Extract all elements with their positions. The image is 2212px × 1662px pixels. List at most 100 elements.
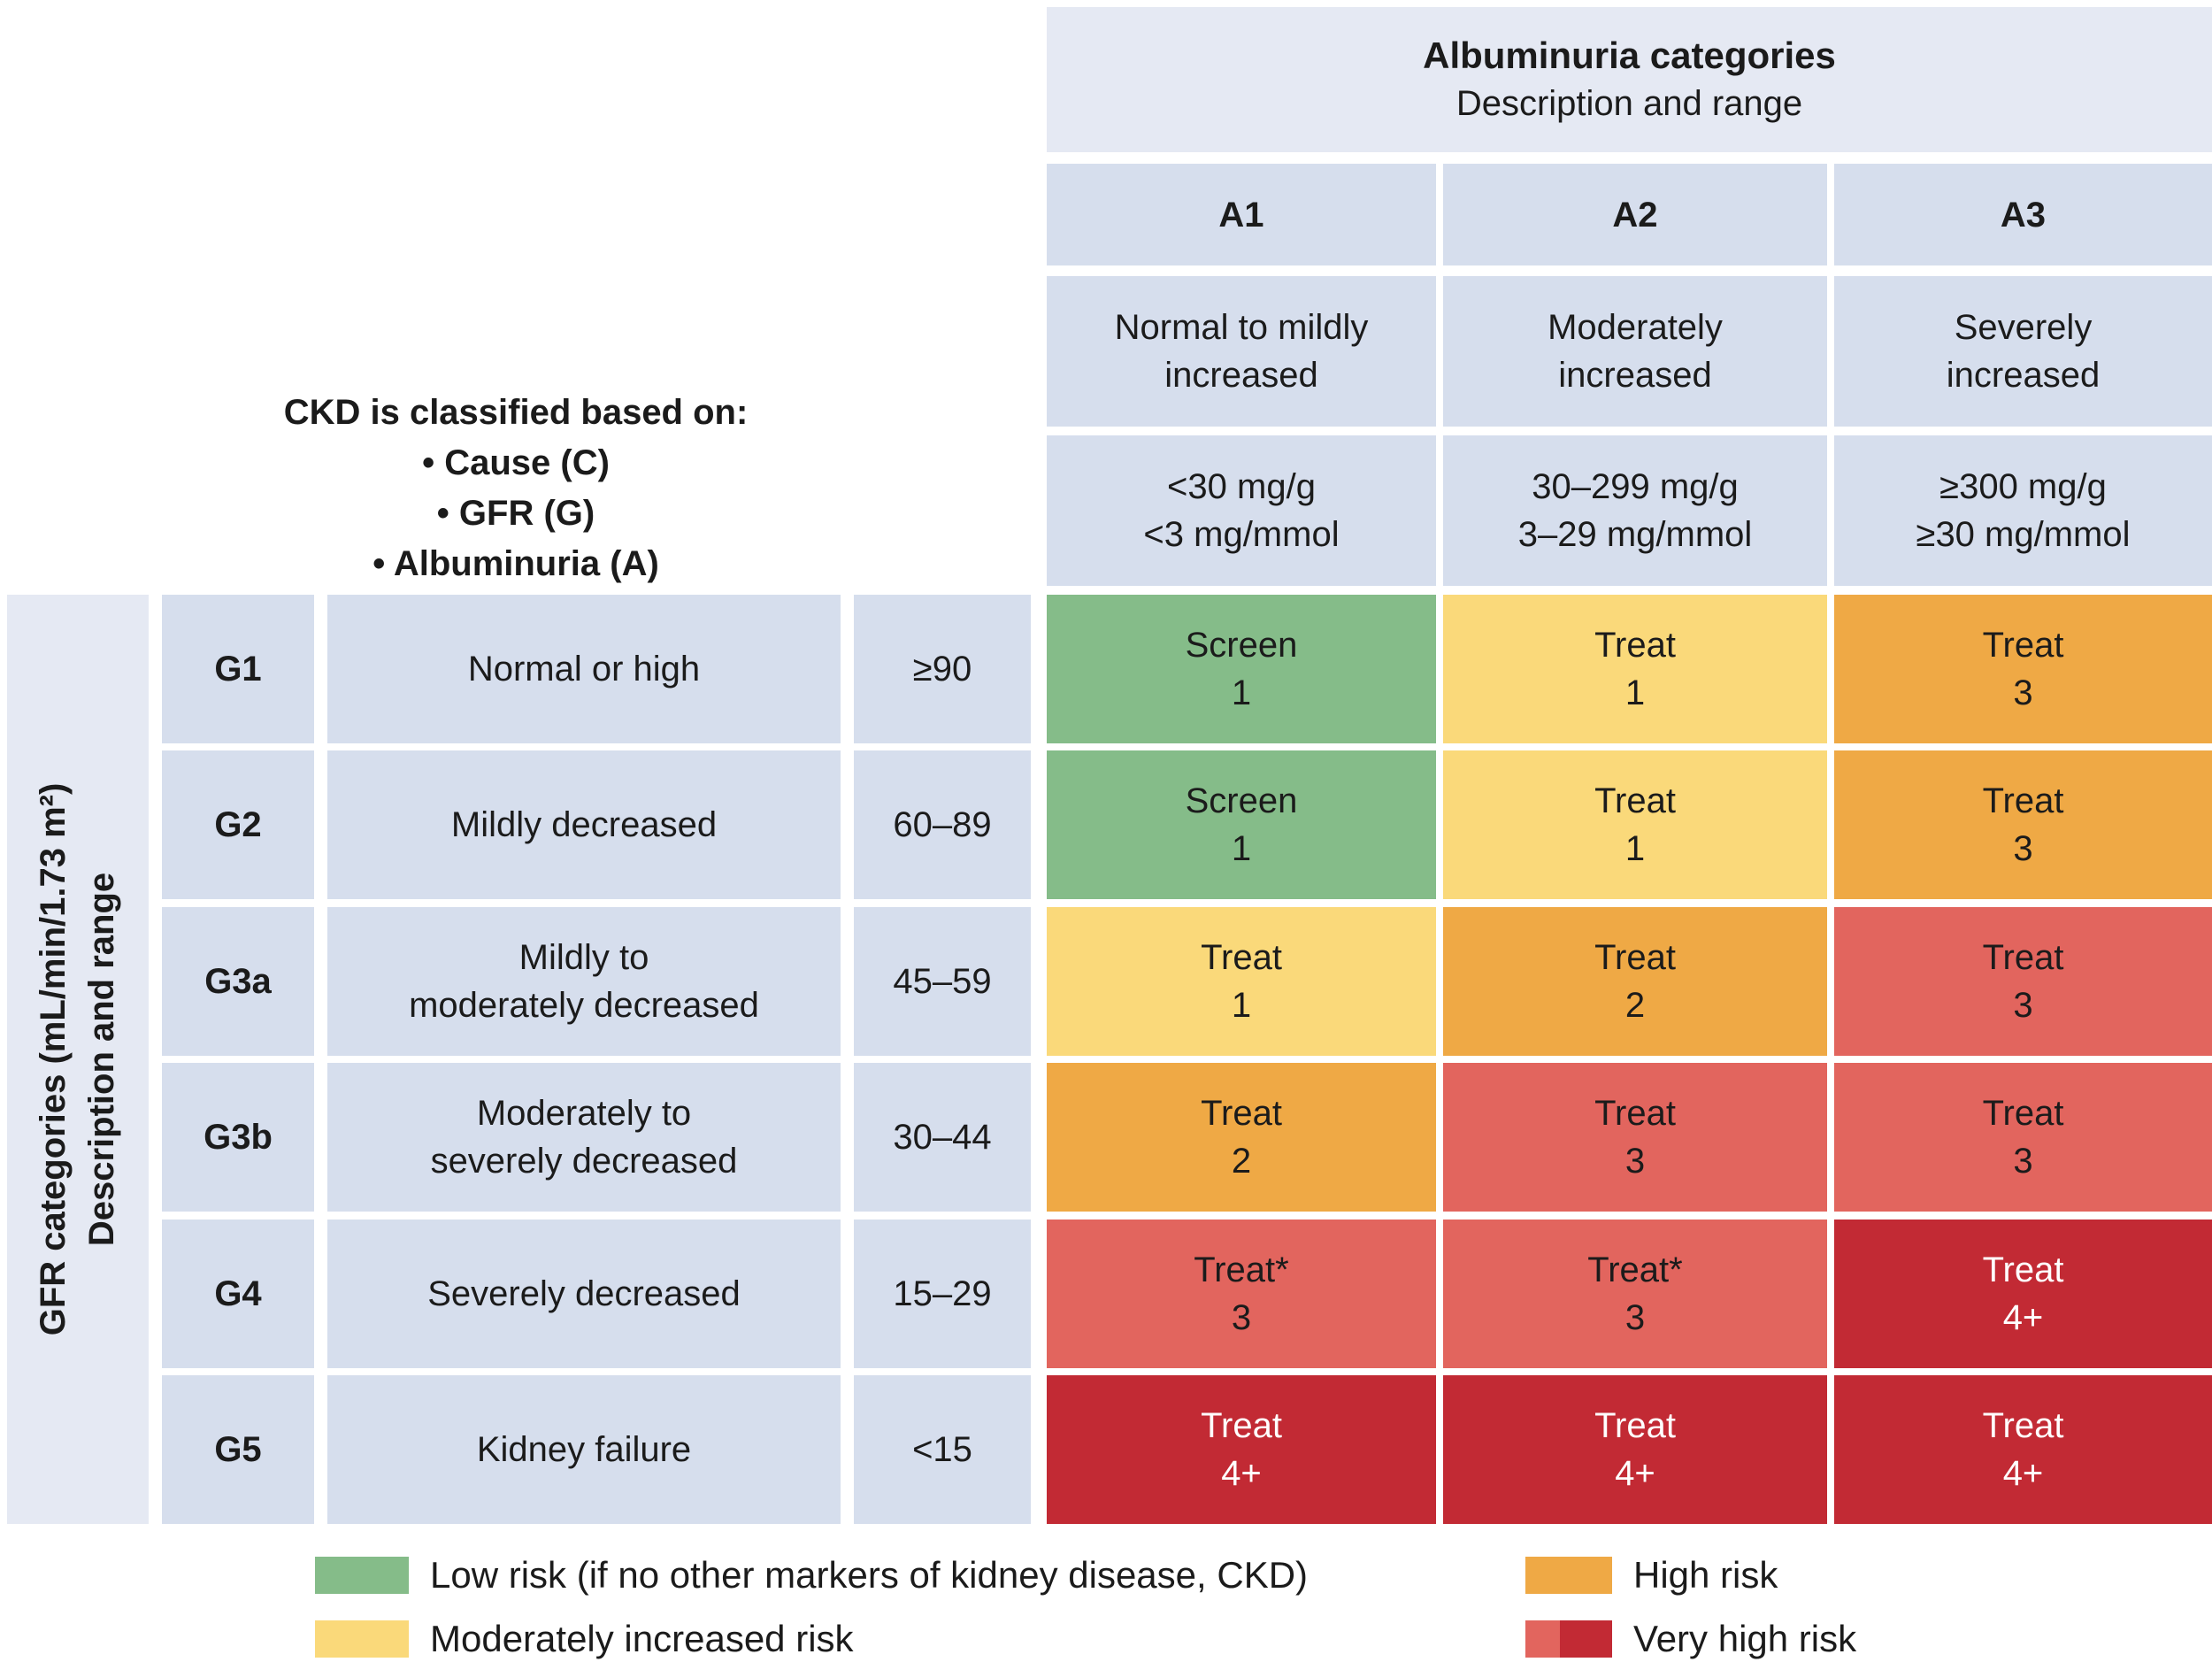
- gfr-axis-label: GFR categories (mL/min/1.73 m²) Descript…: [7, 595, 149, 1524]
- risk-cell-action: Treat: [1982, 626, 2064, 665]
- risk-cell-g1-a2: Treat 1: [1443, 595, 1827, 743]
- gfr-axis-title: GFR categories (mL/min/1.73 m²): [34, 782, 73, 1336]
- risk-cell-grade: 3: [2013, 673, 2033, 712]
- note-bullet-gfr: • GFR (G): [436, 494, 595, 533]
- ckd-classification-note: CKD is classified based on: • Cause (C) …: [162, 388, 870, 589]
- risk-cell-grade: 3: [1231, 1298, 1252, 1337]
- risk-cell-grade: 3: [1624, 1142, 1646, 1181]
- gfr-code-g2: G2: [162, 750, 314, 899]
- gfr-range-g4: 15–29: [854, 1220, 1031, 1368]
- moderate-risk-swatch: [315, 1620, 409, 1658]
- risk-cell-action: Treat: [1594, 626, 1676, 665]
- risk-cell-action: Treat: [1201, 938, 1282, 977]
- note-title: CKD is classified based on:: [283, 393, 749, 432]
- risk-cell-grade: 4+: [2002, 1454, 2044, 1493]
- risk-cell-grade: 1: [1624, 829, 1646, 868]
- risk-cell-action: Treat: [1982, 938, 2064, 977]
- risk-cell-grade: 3: [1624, 1298, 1646, 1337]
- g3a-description-line2: moderately decreased: [409, 986, 759, 1025]
- albuminuria-header-title: Albuminuria categories: [1423, 35, 1836, 76]
- gfr-description-g4: Severely decreased: [327, 1220, 841, 1368]
- gfr-description-g1: Normal or high: [327, 595, 841, 743]
- a1-description-line1: Normal to mildly: [1114, 308, 1369, 347]
- risk-cell-g3b-a3: Treat 3: [1834, 1063, 2212, 1212]
- risk-cell-action: Treat: [1201, 1406, 1282, 1445]
- risk-cell-grade: 3: [2013, 829, 2033, 868]
- very-high-risk-swatch-dark: [1560, 1620, 1612, 1658]
- a1-range-line2: <3 mg/mmol: [1143, 515, 1340, 554]
- g2-code: G2: [214, 805, 262, 844]
- risk-cell-action: Screen: [1185, 626, 1298, 665]
- g3b-range: 30–44: [893, 1118, 992, 1157]
- risk-cell-g5-a1: Treat 4+: [1047, 1375, 1436, 1524]
- risk-cell-action: Treat: [1594, 1406, 1676, 1445]
- risk-cell-grade: 4+: [1221, 1454, 1262, 1493]
- gfr-code-g3b: G3b: [162, 1063, 314, 1212]
- g5-description-line1: Kidney failure: [476, 1430, 692, 1469]
- moderate-risk-label: Moderately increased risk: [430, 1618, 854, 1659]
- a2-description-line1: Moderately: [1548, 308, 1723, 347]
- risk-cell-g4-a2: Treat* 3: [1443, 1220, 1827, 1368]
- g3a-description-line1: Mildly to: [518, 938, 649, 977]
- g3a-code: G3a: [204, 962, 272, 1001]
- note-bullet-cause: • Cause (C): [422, 443, 610, 482]
- gfr-range-g3a: 45–59: [854, 907, 1031, 1056]
- a2-code: A2: [1612, 195, 1658, 235]
- risk-cell-g3b-a2: Treat 3: [1443, 1063, 1827, 1212]
- g4-range: 15–29: [893, 1274, 992, 1313]
- risk-cell-g3a-a2: Treat 2: [1443, 907, 1827, 1056]
- g5-code: G5: [214, 1430, 262, 1469]
- albuminuria-range-a1: <30 mg/g <3 mg/mmol: [1047, 435, 1436, 586]
- legend-item-very-high-risk: Very high risk: [1525, 1616, 1856, 1662]
- gfr-range-g5: <15: [854, 1375, 1031, 1524]
- gfr-range-g2: 60–89: [854, 750, 1031, 899]
- risk-cell-g1-a3: Treat 3: [1834, 595, 2212, 743]
- risk-cell-g5-a3: Treat 4+: [1834, 1375, 2212, 1524]
- risk-cell-grade: 1: [1231, 986, 1252, 1025]
- legend-item-high-risk: High risk: [1525, 1552, 1778, 1598]
- a2-range-line1: 30–299 mg/g: [1532, 467, 1739, 506]
- g4-description-line1: Severely decreased: [427, 1274, 741, 1313]
- albuminuria-category-a3: A3: [1834, 164, 2212, 265]
- risk-cell-g3b-a1: Treat 2: [1047, 1063, 1436, 1212]
- risk-cell-action: Treat*: [1194, 1250, 1289, 1289]
- g3b-description-line2: severely decreased: [430, 1142, 738, 1181]
- risk-cell-action: Treat: [1982, 1250, 2064, 1289]
- legend-item-low-risk: Low risk (if no other markers of kidney …: [315, 1552, 1308, 1598]
- a2-description-line2: increased: [1558, 356, 1712, 395]
- g1-code: G1: [214, 650, 262, 689]
- risk-cell-action: Treat: [1982, 1406, 2064, 1445]
- risk-cell-g3a-a1: Treat 1: [1047, 907, 1436, 1056]
- g4-code: G4: [214, 1274, 262, 1313]
- a3-description-line1: Severely: [1954, 308, 2093, 347]
- low-risk-swatch: [315, 1557, 409, 1594]
- gfr-description-g3b: Moderately to severely decreased: [327, 1063, 841, 1212]
- risk-cell-action: Treat: [1201, 1094, 1282, 1133]
- risk-cell-action: Treat: [1594, 1094, 1676, 1133]
- risk-cell-action: Treat*: [1587, 1250, 1683, 1289]
- risk-cell-grade: 2: [1624, 986, 1646, 1025]
- risk-cell-grade: 1: [1231, 673, 1252, 712]
- risk-cell-g3a-a3: Treat 3: [1834, 907, 2212, 1056]
- g3b-code: G3b: [204, 1118, 273, 1157]
- g3a-range: 45–59: [893, 962, 992, 1001]
- risk-cell-g5-a2: Treat 4+: [1443, 1375, 1827, 1524]
- risk-cell-action: Treat: [1982, 1094, 2064, 1133]
- gfr-description-g2: Mildly decreased: [327, 750, 841, 899]
- risk-cell-g1-a1: Screen 1: [1047, 595, 1436, 743]
- g2-range: 60–89: [893, 805, 992, 844]
- gfr-code-g4: G4: [162, 1220, 314, 1368]
- albuminuria-range-a2: 30–299 mg/g 3–29 mg/mmol: [1443, 435, 1827, 586]
- a3-code: A3: [2000, 195, 2047, 235]
- a1-code: A1: [1218, 195, 1264, 235]
- albuminuria-header: Albuminuria categories Description and r…: [1047, 7, 2212, 152]
- gfr-axis-label-text: GFR categories (mL/min/1.73 m²) Descript…: [7, 595, 149, 1524]
- risk-cell-grade: 4+: [2002, 1298, 2044, 1337]
- note-bullet-albuminuria: • Albuminuria (A): [373, 544, 659, 583]
- risk-cell-action: Screen: [1185, 781, 1298, 820]
- very-high-risk-swatch: [1525, 1620, 1612, 1658]
- risk-cell-g2-a2: Treat 1: [1443, 750, 1827, 899]
- gfr-code-g1: G1: [162, 595, 314, 743]
- risk-cell-action: Treat: [1594, 781, 1676, 820]
